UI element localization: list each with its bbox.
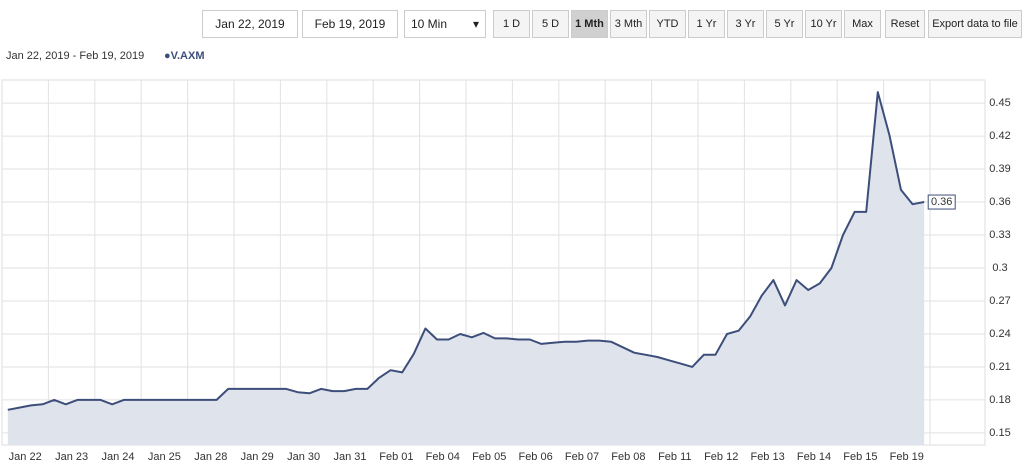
x-tick-label: Jan 25	[148, 451, 181, 463]
y-tick-label: 0.24	[989, 328, 1010, 340]
x-tick-label: Feb 13	[750, 451, 784, 463]
y-tick-label: 0.3	[992, 262, 1007, 274]
dropdown-arrow: ▾	[472, 17, 479, 31]
reset-button[interactable]: Reset	[885, 10, 925, 38]
x-tick-label: Jan 30	[287, 451, 320, 463]
y-tick-label: 0.15	[989, 427, 1010, 439]
x-tick-label: Feb 01	[379, 451, 413, 463]
x-tick-label: Feb 05	[472, 451, 506, 463]
range-button[interactable]: Max	[844, 10, 881, 38]
y-tick-label: 0.45	[989, 97, 1010, 109]
start-date[interactable]: Jan 22, 2019	[202, 10, 298, 38]
x-tick-label: Jan 22	[9, 451, 42, 463]
x-tick-label: Feb 04	[426, 451, 460, 463]
line	[7, 91, 925, 411]
y-tick-label: 0.42	[989, 130, 1010, 142]
x-tick-label: Feb 11	[658, 451, 691, 463]
y-tick-label: 0.33	[989, 229, 1010, 241]
range-button[interactable]: 5 D	[532, 10, 569, 38]
legend-dot: ●	[164, 50, 171, 62]
x-tick-label: Feb 14	[797, 451, 831, 463]
range-button[interactable]: 3 Mth	[610, 10, 647, 38]
y-tick-label: 0.36	[989, 196, 1010, 208]
y-tick-label: 0.39	[989, 163, 1010, 175]
range-button[interactable]: 1 Mth	[571, 10, 608, 38]
range-button[interactable]: 1 D	[493, 10, 530, 38]
range-button[interactable]: 3 Yr	[727, 10, 764, 38]
last-value-label: 0.36	[931, 196, 952, 208]
x-tick-label: Feb 15	[843, 451, 877, 463]
x-tick-label: Jan 24	[101, 451, 134, 463]
interval-select[interactable]: 10 Min ▾	[404, 10, 486, 38]
x-tick-label: Feb 07	[565, 451, 599, 463]
legend-label: V.AXM	[170, 50, 205, 62]
x-tick-label: Feb 08	[611, 451, 645, 463]
last-value-box	[927, 194, 956, 210]
range-button[interactable]: 5 Yr	[766, 10, 803, 38]
x-tick-label: Jan 29	[241, 451, 274, 463]
x-tick-label: Jan 23	[55, 451, 88, 463]
y-tick-label: 0.27	[989, 295, 1010, 307]
x-tick-label: Feb 06	[518, 451, 552, 463]
x-tick-label: Jan 31	[333, 451, 366, 463]
range-button[interactable]: 10 Yr	[805, 10, 842, 38]
x-tick-label: Feb 12	[704, 451, 738, 463]
y-tick-label: 0.21	[989, 361, 1010, 373]
range-button[interactable]: 1 Yr	[688, 10, 725, 38]
export-button[interactable]: Export data to file	[928, 10, 1022, 38]
y-tick-label: 0.18	[989, 394, 1010, 406]
area	[7, 92, 925, 445]
x-tick-label: Feb 19	[890, 451, 924, 463]
range-button[interactable]: YTD	[649, 10, 686, 38]
subtitle: Jan 22, 2019 - Feb 19, 2019	[6, 50, 145, 62]
end-date[interactable]: Feb 19, 2019	[302, 10, 398, 38]
x-tick-label: Jan 28	[194, 451, 227, 463]
interval-text: 10 Min	[411, 17, 448, 31]
legend-item: ●V.AXM	[164, 50, 204, 62]
